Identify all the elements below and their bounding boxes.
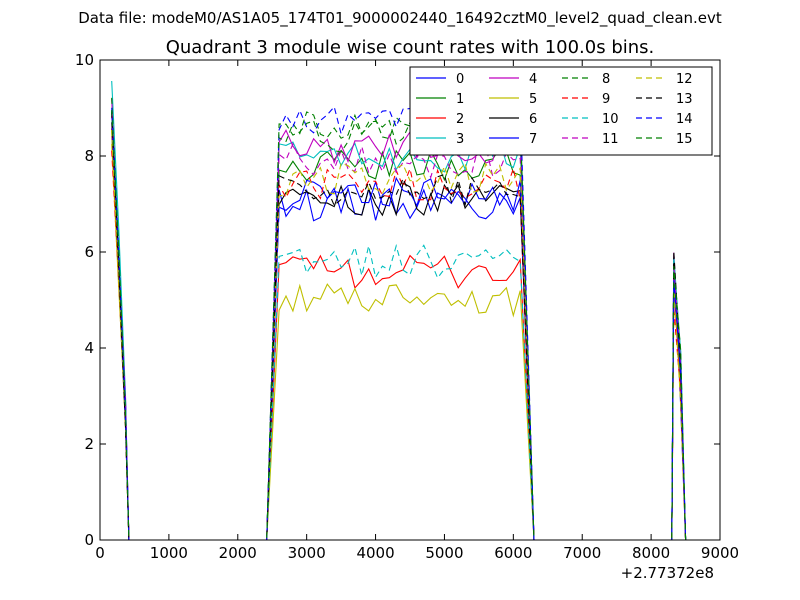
x-tick-label: 5000: [425, 544, 463, 562]
x-tick-label: 2000: [219, 544, 257, 562]
series-line-1: [111, 130, 687, 540]
series-line-0: [111, 110, 687, 540]
x-tick-label: 1000: [150, 544, 188, 562]
y-tick-label: 2: [84, 435, 94, 453]
legend-label: 4: [529, 72, 537, 87]
y-tick-label: 0: [84, 531, 94, 549]
legend-label: 14: [676, 112, 693, 127]
x-tick-label: 4000: [356, 544, 394, 562]
series-line-7: [111, 112, 687, 540]
series-line-5: [111, 143, 687, 540]
legend-label: 6: [529, 112, 537, 127]
y-tick-label: 6: [84, 243, 94, 261]
y-tick-label: 10: [75, 51, 94, 69]
x-tick-label: 7000: [563, 544, 601, 562]
legend-label: 9: [602, 92, 610, 107]
legend-box: [409, 66, 713, 156]
ticks-layer: 0 1000 2000 3000 4000 5000 6000 7000 8000 9000 0 2 4…: [75, 51, 739, 562]
legend-label: 0: [456, 72, 464, 87]
x-offset-label: +2.77372e8: [621, 564, 714, 582]
legend-label: 10: [602, 112, 619, 127]
x-tick-label: 0: [95, 544, 105, 562]
series-line-6: [111, 122, 687, 540]
legend-label: 2: [456, 112, 464, 127]
series-line-8: [111, 97, 687, 540]
series-line-11: [111, 114, 687, 540]
series-line-9: [111, 150, 687, 540]
series-line-12: [111, 129, 687, 540]
y-tick-label: 4: [84, 339, 94, 357]
plot-frame: [99, 59, 721, 541]
y-tick-label: 8: [84, 147, 94, 165]
series-line-2: [111, 128, 687, 540]
series-line-13: [111, 112, 687, 540]
chart-title: Quadrant 3 module wise count rates with …: [166, 37, 655, 58]
x-tick-label: 6000: [494, 544, 532, 562]
figure-suptitle: Data file: modeM0/AS1A05_174T01_90000024…: [78, 9, 722, 28]
legend-label: 1: [456, 92, 464, 107]
x-tick-label: 3000: [288, 544, 326, 562]
legend-label: 3: [456, 132, 464, 147]
legend-label: 7: [529, 132, 537, 147]
series-line-15: [111, 110, 687, 540]
x-tick-label: 8000: [632, 544, 670, 562]
legend-label: 11: [602, 132, 619, 147]
legend-label: 12: [676, 72, 693, 87]
series-line-10: [111, 110, 687, 540]
legend-label: 8: [602, 72, 610, 87]
legend-label: 5: [529, 92, 537, 107]
legend-label: 13: [676, 92, 693, 107]
x-tick-label: 9000: [701, 544, 739, 562]
legend-label: 15: [676, 132, 693, 147]
